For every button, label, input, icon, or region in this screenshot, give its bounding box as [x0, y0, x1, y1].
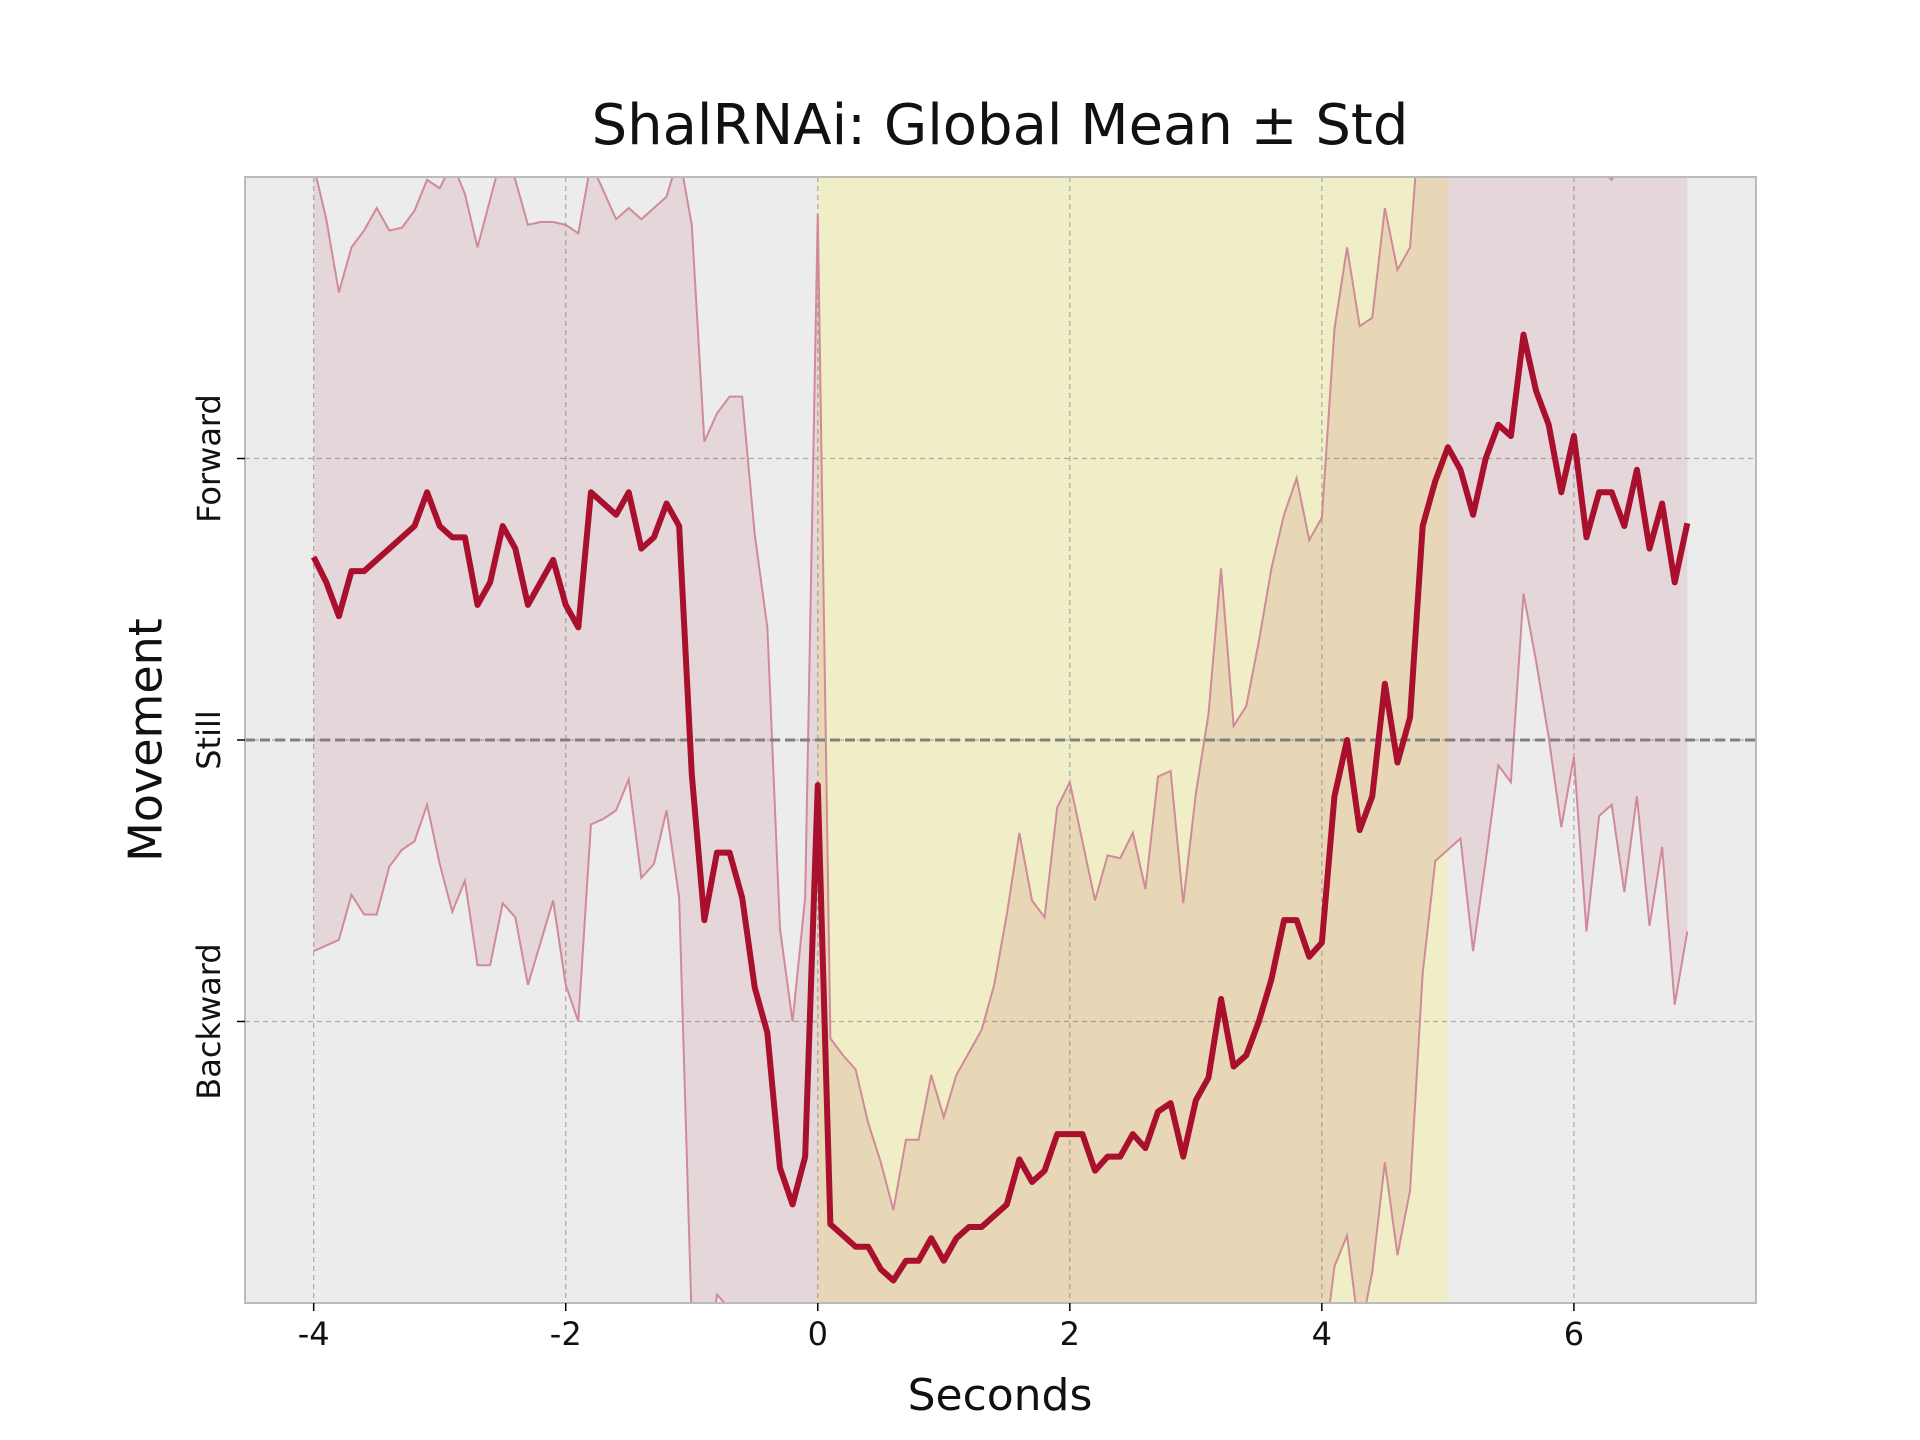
- x-tick-label: 0: [808, 1315, 828, 1353]
- std-band: [313, 177, 1688, 1303]
- mean-line: [310, 331, 1691, 1284]
- y-tick-label: Still: [190, 710, 228, 770]
- std-upper-edge: [315, 177, 1615, 1211]
- y-axis-label: Movement: [119, 618, 173, 862]
- x-axis-label: Seconds: [908, 1370, 1093, 1421]
- x-tick-label: -2: [550, 1315, 582, 1353]
- x-tick-label: 4: [1312, 1315, 1332, 1353]
- x-tick-label: 2: [1060, 1315, 1080, 1353]
- y-tick-label: Backward: [190, 943, 228, 1099]
- x-tick-label: -4: [298, 1315, 330, 1353]
- plot-area: [245, 177, 1756, 1303]
- std-lower-edge: [313, 593, 1689, 1303]
- chart-title: ShalRNAi: Global Mean ± Std: [592, 93, 1409, 158]
- y-tick-label: Forward: [190, 394, 228, 523]
- x-tick-label: 6: [1564, 1315, 1584, 1353]
